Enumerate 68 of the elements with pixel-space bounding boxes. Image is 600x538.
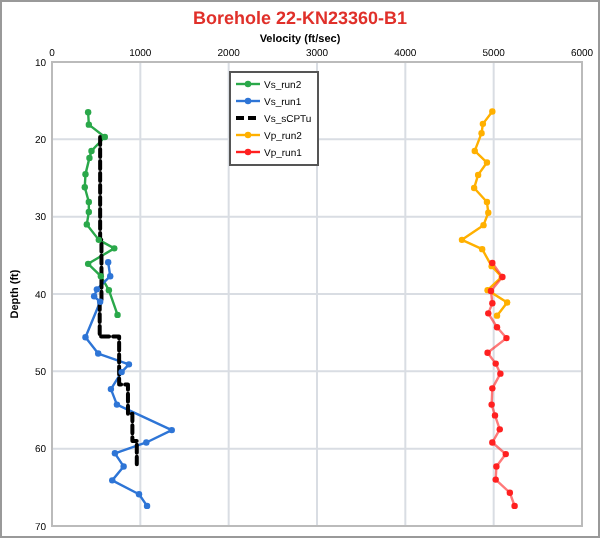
point	[502, 450, 509, 458]
point	[489, 300, 496, 307]
point	[111, 245, 118, 252]
point	[83, 221, 90, 228]
point	[88, 147, 95, 155]
point	[90, 293, 98, 300]
point	[135, 491, 143, 498]
point	[474, 171, 482, 179]
point	[491, 412, 499, 419]
point	[120, 463, 127, 470]
point	[493, 463, 500, 470]
point	[85, 198, 93, 206]
point	[81, 184, 88, 191]
point	[471, 147, 478, 155]
point	[93, 286, 101, 293]
point	[101, 133, 109, 141]
point	[97, 273, 105, 280]
point	[478, 245, 486, 253]
point	[113, 401, 121, 408]
point	[95, 350, 102, 357]
point	[484, 349, 491, 356]
point	[493, 312, 501, 319]
point	[118, 368, 125, 376]
point	[489, 385, 496, 392]
point	[493, 324, 501, 331]
line-series	[82, 259, 175, 510]
point	[95, 236, 103, 244]
point	[492, 476, 499, 483]
point	[107, 273, 114, 280]
point	[483, 159, 491, 166]
line-series	[458, 108, 511, 319]
point	[485, 310, 492, 317]
point	[496, 426, 503, 433]
point	[85, 121, 93, 128]
point	[497, 370, 504, 377]
point	[125, 361, 133, 368]
point	[84, 109, 92, 116]
point	[82, 170, 89, 178]
point	[84, 260, 92, 268]
point	[85, 208, 93, 216]
point	[489, 439, 496, 446]
point	[511, 502, 518, 510]
point	[470, 184, 478, 192]
point	[86, 154, 93, 162]
chart-title: Borehole 22-KN23360-B1	[192, 8, 408, 28]
point	[485, 209, 492, 216]
point	[488, 401, 495, 408]
point	[105, 286, 113, 294]
point	[458, 236, 466, 244]
point	[114, 311, 121, 319]
point	[107, 385, 115, 393]
point	[503, 334, 510, 342]
point	[483, 198, 491, 206]
point	[478, 129, 485, 137]
point	[111, 450, 119, 457]
point	[168, 426, 175, 434]
point	[143, 439, 150, 446]
point	[104, 259, 112, 266]
point	[480, 221, 487, 229]
point	[109, 477, 116, 484]
point	[479, 120, 487, 128]
point	[503, 299, 511, 306]
point	[82, 334, 89, 341]
point	[96, 298, 104, 305]
point	[506, 489, 514, 496]
point	[143, 502, 151, 510]
point	[492, 360, 499, 367]
point	[489, 108, 496, 115]
